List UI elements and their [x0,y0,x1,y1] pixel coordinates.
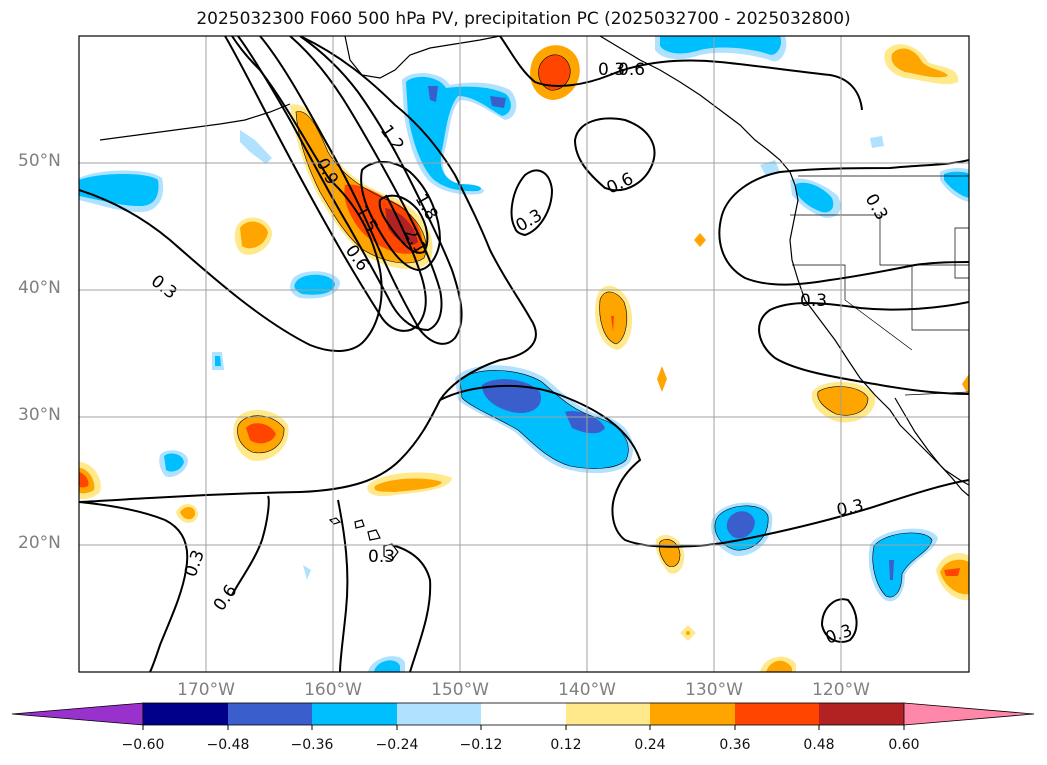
colorbar-tick-label: −0.12 [459,737,503,753]
lat-label: 50°N [18,151,61,171]
state-border [790,214,969,266]
colorbar-segment [143,703,228,725]
precip-negative-region [872,532,932,598]
lon-label: 130°W [685,680,743,700]
pv-contour-0.3 [79,501,189,672]
precip-positive-region [891,48,948,78]
precip-negative-region [164,453,184,472]
precip-negative-region [428,86,438,102]
precip-positive-region [374,478,442,492]
precip-positive-region [940,559,969,595]
precip-negative-region [303,565,311,580]
pv-contour-0.3 [439,384,969,548]
lat-label: 40°N [18,278,61,298]
colorbar-segment [650,703,735,725]
state-border [911,265,969,331]
pv-contour-0.3 [499,36,863,111]
pv-contour-0.3 [391,544,432,672]
pv-contour-0.3 [820,598,858,643]
precip-negative-region [796,182,834,213]
colorbar-segment [228,703,312,725]
precip-positive-region [766,660,792,672]
pv-contour-0.3 [510,169,554,237]
precip-positive-region [962,374,969,396]
precip-positive-region [240,221,268,249]
pv-contour-0.3 [758,301,969,395]
colorbar-tick-label: −0.60 [121,737,165,753]
precipitation-fills [79,36,969,672]
colorbar-segment [819,703,904,725]
baja-coastline [894,397,969,497]
colorbar-tick-label: 0.36 [719,737,751,753]
state-border [792,264,913,351]
precip-outlines [237,54,933,598]
pv-contour-0.6 [231,495,270,596]
precip-positive-region [944,568,960,576]
precip-negative-region [240,130,272,164]
pv-contour-1.2 [224,36,427,332]
precip-negative-region [726,511,755,539]
map-title: 2025032300 F060 500 hPa PV, precipitatio… [196,9,851,29]
colorbar-min-extension [11,702,144,726]
pv-contour-0.3 [79,36,383,352]
precip-positive-region [538,54,571,91]
lon-label: 160°W [304,680,362,700]
contour-label: 0.6 [618,60,645,80]
precip-negative-region [760,160,780,176]
lat-label: 20°N [18,533,61,553]
colorbar-segment [312,703,397,725]
colorbar-segment [481,703,566,725]
colorbar-tick-label: −0.48 [206,737,250,753]
precip-positive-region [79,472,89,488]
pv-contour-0.6 [573,117,656,192]
lon-label: 150°W [431,680,489,700]
colorbar-tick-label: 0.48 [803,737,835,753]
precip-positive-region [657,366,667,392]
precip-positive-region [611,316,614,332]
pv-contour-0.3 [337,499,349,672]
lon-label: 140°W [558,680,616,700]
colorbar-max-extension [904,703,1034,725]
colorbar-segment [735,703,819,725]
map-area: 0.3 0.3 0.6 0.3 0.3 1.2 0.9 1.5 1.8 2.1 … [79,36,969,672]
colorbar-segment [397,703,481,725]
north-america-coastline [344,36,501,79]
pv-contour-0.9 [237,36,443,332]
colorbar-tick-label: −0.36 [290,737,334,753]
contour-label: 0.3 [800,291,827,311]
pv-contour-1.5 [360,161,442,272]
precip-negative-region [490,96,506,108]
precip-negative-region [870,136,884,148]
precip-negative-region [374,660,400,672]
precip-negative-region [944,171,969,198]
precip-negative-region [660,36,782,55]
precip-negative-region [889,560,894,580]
colorbar [11,702,1035,730]
precip-positive-region [817,386,868,416]
lat-label: 30°N [18,405,61,425]
precip-positive-region [246,423,276,444]
map-frame [78,35,970,673]
precip-positive-region [180,506,196,520]
precip-negative-region [215,356,221,366]
pv-contour-0.6 [259,36,463,345]
pv-contour-1.8 [378,194,429,254]
lon-label: 170°W [177,680,235,700]
colorbar-segment [566,703,650,725]
pv-contour-0.3 [79,36,537,503]
contour-label: 0.3 [598,60,625,80]
graticule [79,36,969,672]
precip-positive-region [694,233,706,247]
lon-label: 120°W [812,680,870,700]
colorbar-tick-label: 0.12 [550,737,582,753]
alaska-coastline [599,36,969,486]
colorbar-tick-label: −0.24 [375,737,419,753]
colorbar-tick-label: 0.24 [634,737,666,753]
contour-label: 0.3 [368,547,395,567]
pv-contour-0.3 [718,159,969,286]
pv-contours [79,36,969,672]
colorbar-tick-label: 0.60 [888,737,920,753]
